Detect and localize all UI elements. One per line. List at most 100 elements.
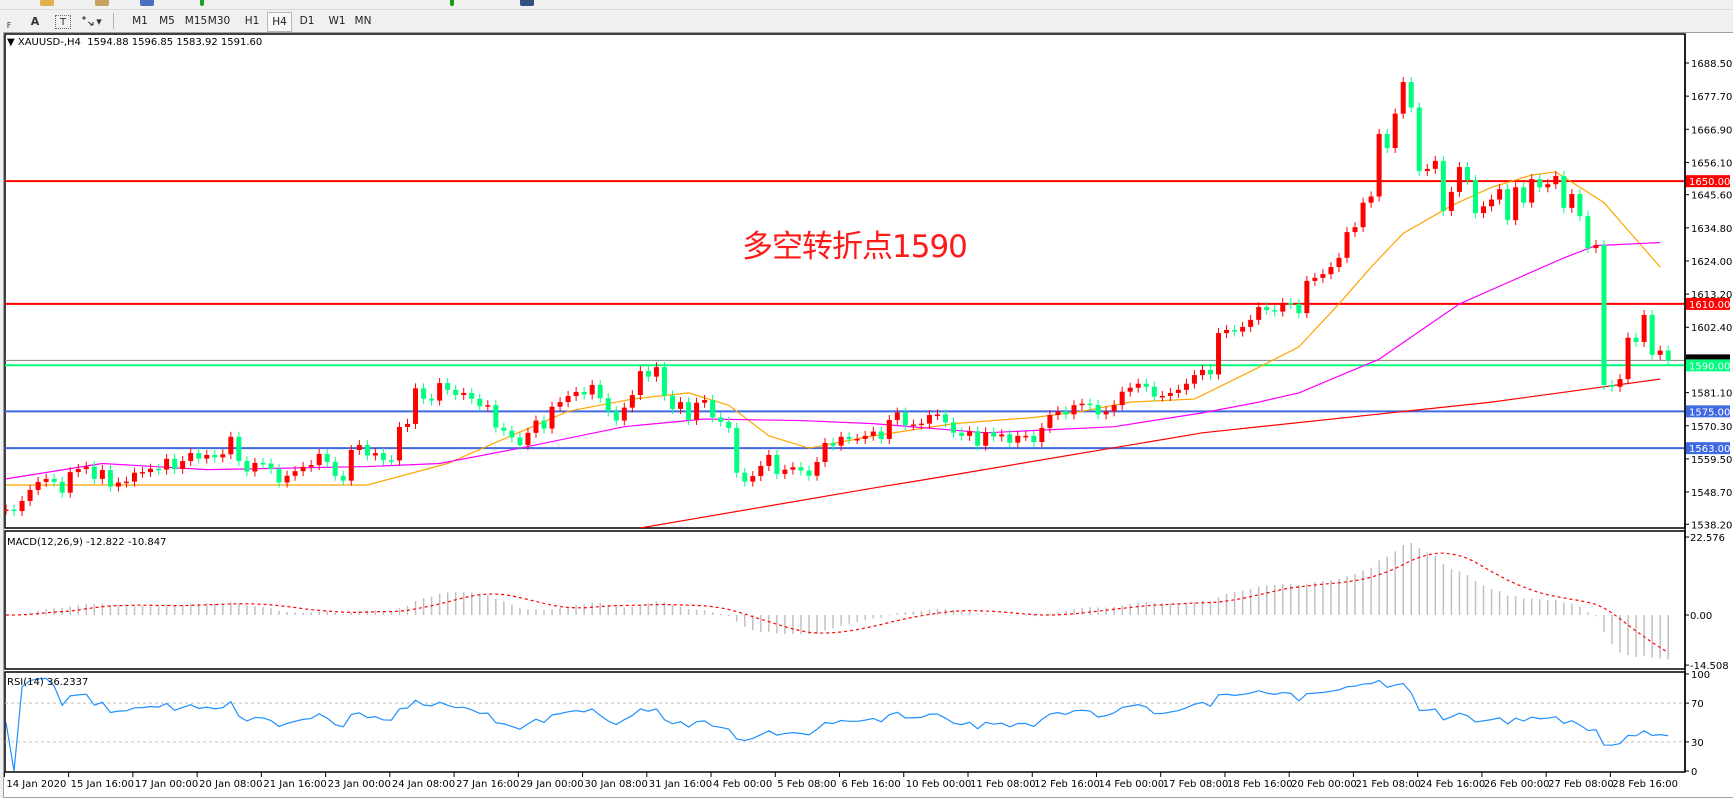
candle	[228, 431, 234, 460]
price-tick-label: 1634.80	[1691, 224, 1732, 235]
candle	[1304, 275, 1310, 319]
candle-body	[975, 431, 981, 446]
toolbar-icon[interactable]	[450, 0, 454, 6]
price-tick-label: 1581.10	[1691, 389, 1732, 400]
candle	[926, 410, 932, 429]
candle-body	[734, 427, 740, 473]
candle	[380, 448, 386, 466]
candle-body	[453, 389, 459, 396]
candle	[123, 476, 129, 488]
candle	[1617, 374, 1623, 392]
candle-body	[1521, 187, 1527, 203]
candle	[645, 366, 651, 382]
candles	[5, 77, 1671, 517]
candle	[533, 415, 539, 438]
candle-body	[1416, 107, 1422, 172]
candle	[180, 456, 186, 475]
candle	[1320, 269, 1326, 283]
timeframe-m15-button[interactable]: M15	[184, 15, 208, 27]
candle-body	[1071, 405, 1077, 415]
timeframe-d1-button[interactable]: D1	[299, 15, 315, 27]
candle-body	[1376, 133, 1382, 197]
candle	[413, 383, 419, 429]
candle-body	[1143, 383, 1149, 387]
candle-body	[244, 461, 250, 472]
candle-body	[661, 367, 667, 396]
candle-body	[59, 481, 65, 493]
toolbar-icon[interactable]	[95, 0, 109, 6]
candle-body	[1304, 280, 1310, 314]
candle-body	[1199, 369, 1205, 376]
candle-body	[1312, 277, 1318, 281]
candle	[67, 467, 73, 498]
candle-body	[1111, 405, 1117, 412]
text-icon[interactable]: A	[30, 14, 40, 28]
timeframe-m5-button[interactable]: M5	[159, 15, 175, 27]
candle-body	[1159, 395, 1165, 398]
timeframe-m1-button[interactable]: M1	[132, 15, 148, 27]
price-tick-label: 1613.20	[1691, 290, 1732, 301]
timeframe-mn-button[interactable]: MN	[354, 15, 372, 27]
candle	[798, 462, 804, 476]
candle-body	[1448, 191, 1454, 211]
candle	[557, 397, 563, 412]
toolbar-icon[interactable]	[40, 0, 54, 6]
arrows-dropdown-icon[interactable]: ▾	[78, 12, 104, 30]
candle-body	[886, 419, 892, 439]
chart-title[interactable]: ▼ XAUUSD-,H4 1594.88 1596.85 1583.92 159…	[7, 37, 263, 48]
candle	[1456, 162, 1462, 197]
candle-body	[1240, 326, 1246, 332]
candle	[292, 466, 298, 481]
candle-body	[11, 509, 17, 512]
level-price-label: 1590.00	[1689, 361, 1730, 372]
macd-pane	[5, 543, 1669, 660]
candle-body	[260, 462, 266, 465]
candle	[1481, 201, 1487, 219]
macd-tick-label: 0.00	[1690, 611, 1712, 622]
time-tick-label: 15 Jan 16:00	[71, 779, 134, 790]
candle-body	[1007, 434, 1013, 443]
price-tick-label: 1602.40	[1691, 323, 1732, 334]
timeframe-m30-button[interactable]: M30	[207, 15, 231, 27]
candle	[308, 460, 314, 472]
candle	[613, 406, 619, 426]
candle-body	[581, 391, 587, 395]
candle-body	[1095, 404, 1101, 415]
toolbar-icon[interactable]	[140, 0, 154, 6]
candle	[220, 449, 226, 463]
toolbar-icon[interactable]	[520, 0, 534, 6]
candle-body	[549, 406, 555, 429]
candle-body	[1545, 184, 1551, 188]
level-price-label: 1650.00	[1689, 177, 1730, 188]
candle-body	[669, 395, 675, 409]
timeframe-w1-button[interactable]: W1	[328, 15, 346, 27]
candle	[477, 393, 483, 412]
timeframe-h1-button[interactable]: H1	[244, 15, 260, 27]
candle	[300, 461, 306, 477]
candle-body	[1432, 160, 1438, 169]
candle	[1649, 309, 1655, 360]
candle-body	[43, 478, 49, 482]
crosshair-grid-icon[interactable]: F	[6, 21, 12, 30]
candle-body	[862, 435, 868, 439]
time-tick-label: 17 Feb 08:00	[1163, 779, 1229, 790]
toolbar-icon[interactable]	[200, 0, 204, 6]
candle-body	[1087, 403, 1093, 406]
candle	[75, 464, 81, 478]
candle-body	[589, 384, 595, 395]
timeframe-h4-button[interactable]: H4	[267, 12, 292, 32]
candle-body	[501, 427, 507, 431]
candle-body	[1537, 179, 1543, 188]
candle	[445, 378, 451, 395]
candle-body	[509, 430, 515, 438]
price-tick-label: 1666.90	[1691, 125, 1732, 136]
candle	[260, 457, 266, 469]
time-tick-label: 24 Feb 16:00	[1420, 779, 1486, 790]
price-tick-label: 1677.70	[1691, 92, 1732, 103]
candle	[726, 416, 732, 433]
candle-body	[1384, 133, 1390, 149]
text-label-icon[interactable]: T	[55, 15, 71, 29]
candle	[814, 456, 820, 481]
candle	[1601, 239, 1607, 390]
